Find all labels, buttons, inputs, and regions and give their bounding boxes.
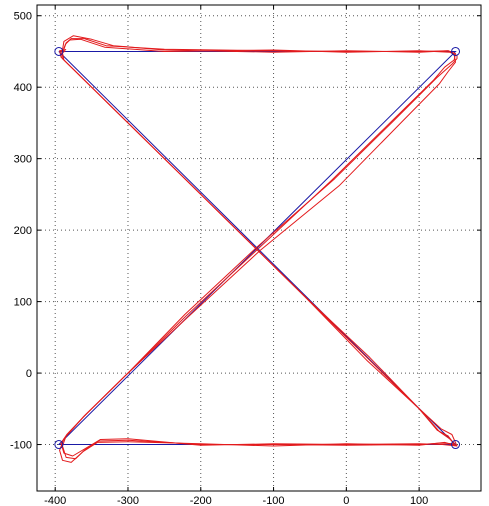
- trajectory-traces: [59, 35, 458, 463]
- y-tick-label: 400: [14, 82, 32, 94]
- y-tick-label: 200: [14, 225, 32, 237]
- x-tick-label: -300: [117, 495, 139, 506]
- y-tick-label: 100: [14, 297, 32, 309]
- waypoint-marker: [451, 440, 461, 450]
- x-tick-label: -100: [263, 495, 285, 506]
- waypoint-marker: [54, 46, 64, 56]
- x-axis-ticks: -400 -300 -200 -100 0 100: [44, 5, 428, 506]
- waypoint-markers: [54, 46, 461, 450]
- y-tick-label: -100: [10, 440, 32, 452]
- x-tick-label: -400: [44, 495, 66, 506]
- x-tick-label: -200: [190, 495, 212, 506]
- y-axis-ticks: -100 0 100 200 300 400 500: [10, 11, 481, 452]
- y-tick-label: 300: [14, 154, 32, 166]
- plot-frame: [36, 4, 482, 492]
- y-tick-label: 500: [14, 11, 32, 23]
- waypoint-marker: [451, 46, 461, 56]
- y-tick-label: 0: [26, 368, 32, 380]
- x-tick-label: 0: [343, 495, 349, 506]
- waypoint-marker: [54, 440, 64, 450]
- trajectory-trace: [60, 38, 458, 457]
- x-tick-label: 100: [410, 495, 428, 506]
